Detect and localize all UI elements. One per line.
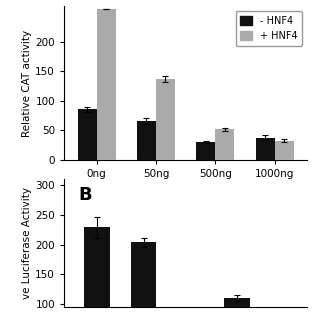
Bar [97,9,116,160]
Bar [224,298,250,320]
Bar [256,138,275,160]
Y-axis label: Relative CAT activity: Relative CAT activity [22,30,32,137]
Bar [131,242,156,320]
Bar [137,121,156,160]
Legend: - HNF4, + HNF4: - HNF4, + HNF4 [236,11,302,46]
Text: B: B [79,186,92,204]
Bar [215,129,234,160]
Bar [196,142,215,160]
Bar [78,109,97,160]
Bar [156,79,175,160]
X-axis label: SHP: SHP [174,183,197,196]
Y-axis label: ve Luciferase Activity: ve Luciferase Activity [22,187,32,299]
Bar [275,140,293,160]
Bar [84,228,109,320]
